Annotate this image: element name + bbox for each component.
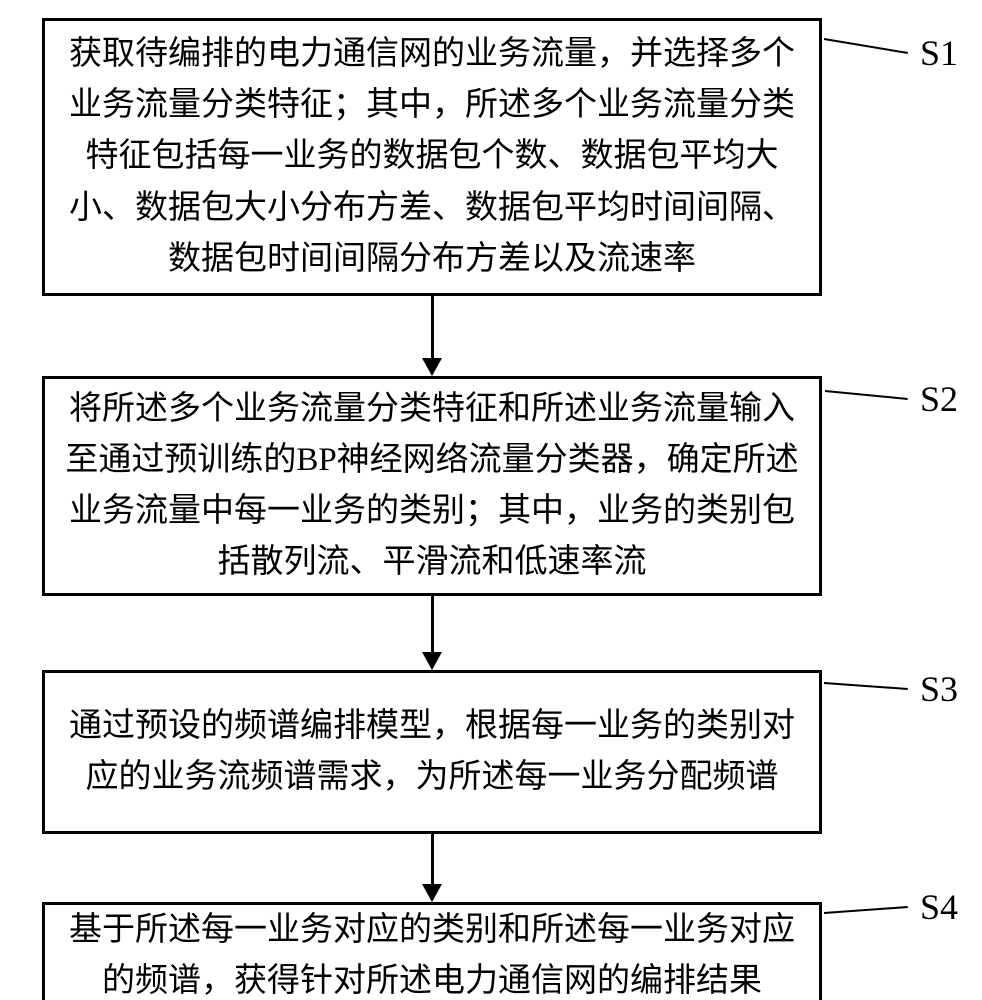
step-box-s1: 获取待编排的电力通信网的业务流量，并选择多个业务流量分类特征；其中，所述多个业务… [42,18,822,296]
step-label-s2: S2 [920,378,958,420]
leader-line-s1 [824,38,908,54]
leader-line-s2 [825,390,908,400]
step-box-s3: 通过预设的频谱编排模型，根据每一业务的类别对应的业务流频谱需求，为所述每一业务分… [42,670,822,834]
leader-line-s3 [824,682,908,690]
arrow-head-icon [422,884,442,902]
step-text-s3: 通过预设的频谱编排模型，根据每一业务的类别对应的业务流频谱需求，为所述每一业务分… [63,701,801,803]
step-text-s2: 将所述多个业务流量分类特征和所述业务流量输入至通过预训练的BP神经网络流量分类器… [63,384,801,589]
arrow-shaft [431,834,434,884]
arrow-shaft [431,596,434,652]
arrow-head-icon [422,652,442,670]
step-text-s1: 获取待编排的电力通信网的业务流量，并选择多个业务流量分类特征；其中，所述多个业务… [63,29,801,285]
step-label-s4: S4 [920,886,958,928]
step-label-s3: S3 [920,668,958,710]
step-text-s4: 基于所述每一业务对应的类别和所述每一业务对应的频谱，获得针对所述电力通信网的编排… [63,905,801,1000]
step-label-s1: S1 [920,32,958,74]
leader-line-s4 [824,906,908,914]
arrow-shaft [431,296,434,358]
step-box-s2: 将所述多个业务流量分类特征和所述业务流量输入至通过预训练的BP神经网络流量分类器… [42,376,822,596]
arrow-head-icon [422,358,442,376]
step-box-s4: 基于所述每一业务对应的类别和所述每一业务对应的频谱，获得针对所述电力通信网的编排… [42,902,822,1000]
flowchart-canvas: 获取待编排的电力通信网的业务流量，并选择多个业务流量分类特征；其中，所述多个业务… [0,0,982,1000]
